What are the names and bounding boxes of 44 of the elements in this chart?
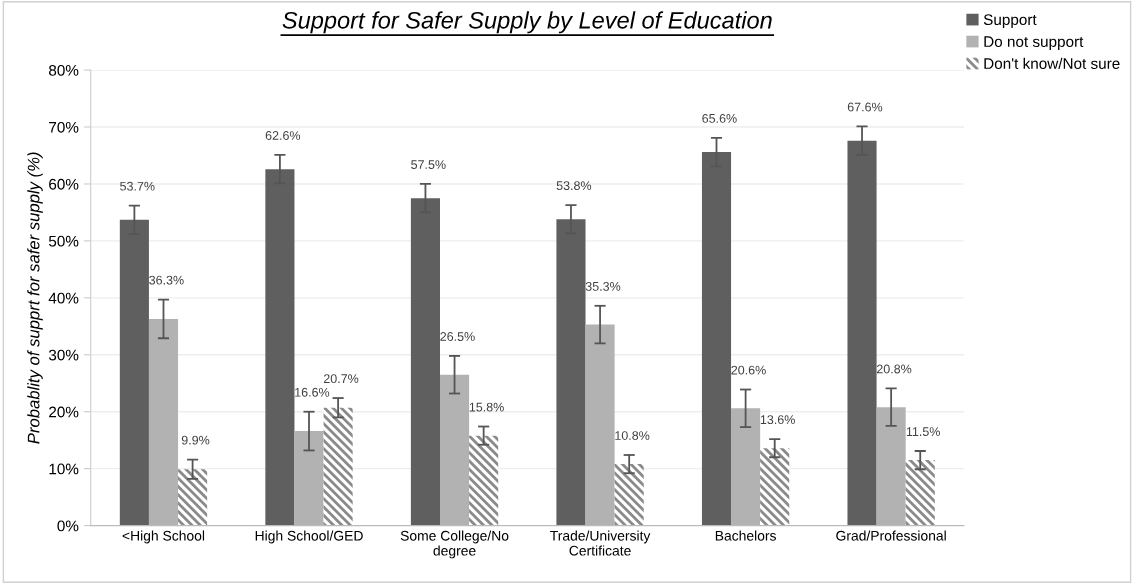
y-tick-label: 40%	[48, 292, 79, 304]
y-tick-label: 0%	[57, 520, 79, 532]
legend-label: Do not support	[984, 36, 1084, 51]
data-label: 65.6%	[702, 113, 737, 123]
bar	[469, 435, 499, 526]
data-label: 62.6%	[265, 131, 301, 140]
x-tick-label: Bachelors	[715, 530, 776, 541]
bar	[614, 464, 644, 526]
data-label: 9.9%	[181, 435, 210, 445]
data-label: 53.7%	[120, 181, 155, 191]
data-label: 57.5%	[411, 160, 446, 169]
bar	[905, 460, 935, 526]
y-tick-label: 60%	[49, 178, 79, 190]
bar	[760, 448, 790, 526]
data-label: 20.8%	[876, 364, 912, 374]
y-tick-label: 10%	[49, 463, 79, 475]
legend-label: Support	[983, 14, 1037, 29]
data-label: 36.3%	[149, 275, 184, 285]
bar	[178, 469, 208, 526]
x-tick-label: Grad/Professional	[836, 530, 946, 541]
x-tick-label: High School/GED	[255, 530, 363, 544]
data-label: 15.8%	[469, 402, 504, 412]
x-tick-label: Trade/University Certificate	[550, 530, 651, 556]
data-label: 10.8%	[615, 431, 650, 440]
chart-title: Support for Safer Supply by Level of Education	[282, 11, 772, 34]
legend-label: Don't know/Not sure	[984, 57, 1120, 69]
data-label: 53.8%	[556, 181, 592, 191]
data-label: 26.5%	[440, 332, 475, 341]
y-tick-label: 20%	[49, 406, 79, 418]
data-label: 20.7%	[323, 374, 359, 384]
y-tick-label: 30%	[48, 349, 79, 361]
data-label: 11.5%	[906, 427, 940, 437]
y-axis-title: Probablity of supprt for safer supply (%)	[27, 152, 43, 444]
data-label: 20.6%	[731, 365, 766, 375]
y-tick-label: 50%	[48, 235, 79, 247]
bar	[323, 407, 353, 526]
x-tick-label: <High School	[122, 530, 205, 544]
data-label: 16.6%	[295, 387, 330, 397]
y-tick-label: 80%	[49, 64, 79, 76]
y-tick-label: 70%	[49, 121, 79, 133]
x-tick-label: Some College/No degree	[400, 530, 509, 559]
data-label: 13.6%	[760, 415, 795, 425]
data-label: 67.6%	[847, 102, 883, 112]
data-label: 35.3%	[585, 281, 621, 291]
